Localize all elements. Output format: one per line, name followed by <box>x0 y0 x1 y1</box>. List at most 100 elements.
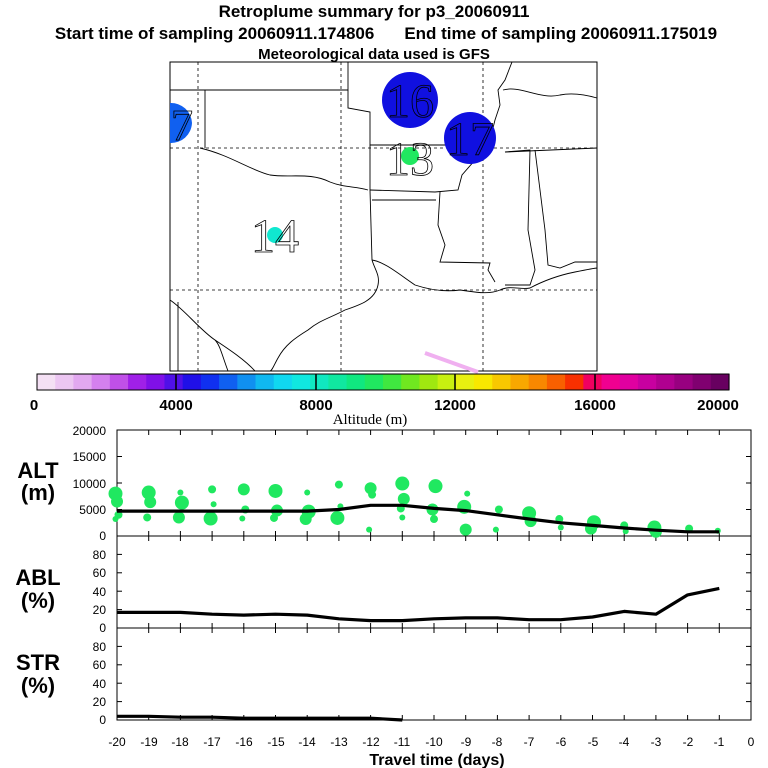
alt-scatter-point <box>399 514 406 521</box>
met-data-label: Meteorological data used is GFS <box>258 46 490 63</box>
cluster-marker-13 <box>401 147 419 165</box>
colorbar-swatch <box>546 374 566 390</box>
colorbar-swatch <box>455 374 475 390</box>
cluster-label-17: 17 <box>446 113 494 166</box>
colorbar-swatch <box>419 374 439 390</box>
panel-frames <box>116 429 752 721</box>
colorbar-swatch <box>656 374 675 390</box>
alt-scatter-point <box>395 476 410 491</box>
sampling-times: Start time of sampling 20060911.174806 En… <box>2 24 768 44</box>
cluster-label-7: 7 <box>171 101 193 150</box>
str-ytick-0: 0 <box>99 713 106 727</box>
str-ytick-40: 40 <box>93 677 107 691</box>
alt-scatter-point <box>494 505 503 514</box>
xtick-label: -12 <box>362 735 380 749</box>
alt-scatter-point <box>172 511 185 524</box>
alt-scatter-point <box>203 511 218 526</box>
map-boundaries <box>169 61 598 372</box>
xtick-label: -6 <box>556 735 567 749</box>
series-line-alt <box>117 503 720 534</box>
xtick-label: -4 <box>619 735 630 749</box>
abl-ytick-40: 40 <box>93 585 107 599</box>
colorbar-tick-4000: 4000 <box>159 397 192 414</box>
colorbar-swatch <box>273 374 293 390</box>
alt-ytick-5000: 5000 <box>79 503 106 517</box>
colorbar-tick-12000: 12000 <box>434 397 476 414</box>
str-unit: (%) <box>21 673 55 698</box>
alt-scatter-point <box>492 526 499 533</box>
colorbar-swatch <box>164 374 184 390</box>
alt-scatter <box>108 476 721 538</box>
alt-unit: (m) <box>21 480 55 505</box>
str-label: STR <box>16 650 60 675</box>
cluster-marker-16 <box>382 72 438 128</box>
colorbar-swatch <box>109 374 129 390</box>
colorbar-label: Altitude (m) <box>333 412 408 428</box>
colorbar-swatch <box>565 374 584 390</box>
xtick-label: -7 <box>524 735 535 749</box>
colorbar-swatch <box>291 374 311 390</box>
xtick-label: 0 <box>748 735 755 749</box>
alt-scatter-point <box>177 489 184 496</box>
cluster-label-16: 16 <box>386 75 434 128</box>
series-lines <box>117 503 720 722</box>
colorbar-swatch <box>619 374 639 390</box>
alt-ytick-15000: 15000 <box>73 450 107 464</box>
colorbar-swatch <box>528 374 548 390</box>
colorbar-swatch <box>674 374 694 390</box>
xtick-label: -3 <box>651 735 662 749</box>
colorbar-tick-0: 0 <box>30 397 38 414</box>
alt-scatter-point <box>299 513 312 526</box>
colorbar-swatch <box>219 374 238 390</box>
colorbar-swatch <box>692 374 712 390</box>
colorbar-swatch <box>510 374 530 390</box>
alt-scatter-point <box>237 483 250 496</box>
colorbar <box>36 373 730 391</box>
str-ytick-80: 80 <box>93 640 107 654</box>
alt-scatter-point <box>368 490 377 499</box>
colorbar-swatch <box>401 374 421 390</box>
xtick-label: -16 <box>235 735 253 749</box>
str-ytick-20: 20 <box>93 695 107 709</box>
xtick-label: -15 <box>267 735 285 749</box>
x-tick-marks <box>116 429 752 721</box>
alt-scatter-point <box>111 495 123 508</box>
alt-scatter-point <box>557 524 564 531</box>
colorbar-swatch <box>710 374 730 390</box>
alt-scatter-point <box>459 523 472 536</box>
colorbar-swatch <box>128 374 147 390</box>
map: 16 17 13 14 7 <box>169 61 598 374</box>
colorbar-swatch <box>346 374 366 390</box>
colorbar-swatch <box>310 374 329 390</box>
alt-scatter-point <box>141 485 156 500</box>
colorbar-swatch <box>492 374 512 390</box>
colorbar-swatch <box>200 374 220 390</box>
series-line-abl <box>117 586 720 623</box>
alt-label: ALT <box>17 458 59 483</box>
alt-scatter-point <box>239 515 246 522</box>
colorbar-tick-8000: 8000 <box>299 397 332 414</box>
xtick-label: -9 <box>461 735 472 749</box>
colorbar-tick-20000: 20000 <box>697 397 739 414</box>
xtick-label: -19 <box>140 735 158 749</box>
map-frame <box>169 61 598 372</box>
cluster-marker-7-fill <box>170 102 192 144</box>
alt-scatter-point <box>428 479 443 494</box>
alt-ytick-20000: 20000 <box>73 424 107 438</box>
alt-scatter-point <box>430 515 438 524</box>
x-axis-title: Travel time (days) <box>369 752 504 768</box>
xtick-label: -14 <box>298 735 316 749</box>
colorbar-swatch <box>474 374 493 390</box>
colorbar-ticks: 0 4000 8000 12000 16000 20000 <box>30 397 739 414</box>
colorbar-swatch <box>328 374 348 390</box>
alt-scatter-point <box>366 526 373 533</box>
str-panel-frame <box>116 627 752 721</box>
alt-scatter-point <box>208 485 217 494</box>
map-trace <box>424 351 479 374</box>
colorbar-swatch <box>383 374 402 390</box>
colorbar-swatch <box>637 374 657 390</box>
xtick-label: -2 <box>683 735 694 749</box>
alt-scatter-point <box>334 480 343 489</box>
alt-scatter-point <box>144 496 157 509</box>
